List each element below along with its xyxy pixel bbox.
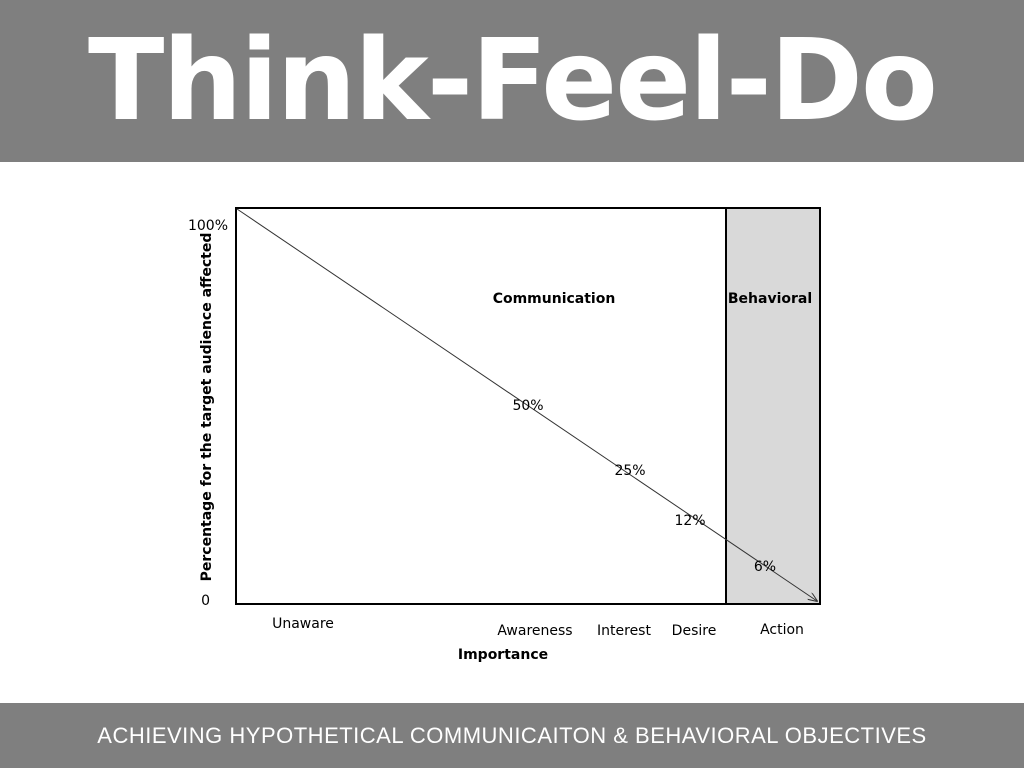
y-top-label: 100% [188, 218, 228, 234]
title: Think-Feel-Do [88, 16, 938, 146]
behavioral-region [726, 208, 820, 604]
header: Think-Feel-Do [0, 0, 1024, 162]
y-bottom-label: 0 [201, 593, 210, 609]
frame [235, 207, 821, 605]
trend-arrow [236, 208, 817, 601]
x-label: Awareness [497, 623, 572, 639]
diagram: 100% 0 Percentage for the target audienc… [188, 207, 821, 663]
region-label: Communication [493, 291, 616, 307]
x-label: Interest [597, 623, 651, 639]
x-label: Desire [672, 623, 717, 639]
point-label: 6% [754, 559, 776, 575]
footer: ACHIEVING HYPOTHETICAL COMMUNICAITON & B… [0, 703, 1024, 768]
subtitle: ACHIEVING HYPOTHETICAL COMMUNICAITON & B… [97, 723, 927, 748]
point-label: 25% [614, 463, 645, 479]
point-label: 12% [674, 513, 705, 529]
x-axis-label: Importance [458, 647, 548, 663]
y-axis-label: Percentage for the target audience affec… [199, 233, 215, 582]
point-label: 50% [512, 398, 543, 414]
region-label: Behavioral [728, 291, 812, 307]
x-label: Unaware [272, 616, 334, 632]
x-label: Action [760, 622, 804, 638]
